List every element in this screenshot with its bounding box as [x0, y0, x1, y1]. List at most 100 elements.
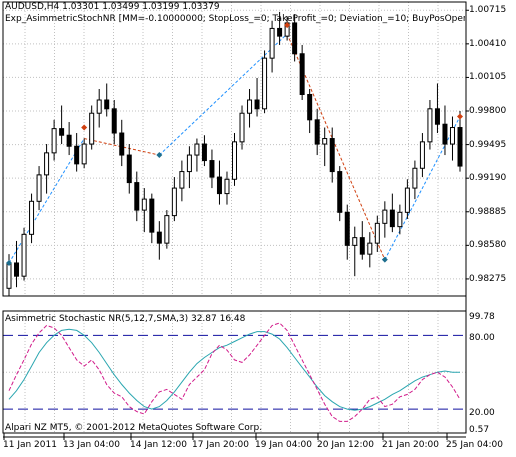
candle	[89, 105, 95, 150]
candle-body-bear	[434, 108, 440, 125]
indicator-line-signal	[8, 322, 461, 422]
price-axis-label: 0.99190	[469, 173, 507, 184]
indicator-frame	[2, 310, 467, 434]
candle-body-bull	[44, 152, 50, 176]
price-axis-label: 1.00105	[469, 72, 507, 83]
price-axis-label: 0.99495	[469, 139, 507, 150]
symbol-title: AUDUSD,H4 1.03301 1.03499 1.03199 1.0337…	[5, 2, 220, 12]
candle	[344, 204, 350, 260]
candle	[194, 138, 200, 172]
indicator-levels	[3, 334, 466, 410]
candle-body-bull	[29, 200, 35, 235]
candle	[247, 88, 253, 128]
candle	[382, 201, 388, 238]
price-axis-label: 0.99800	[469, 106, 507, 116]
time-axis-label: 25 Jan 04:00	[446, 440, 503, 450]
candle-body-bear	[457, 127, 463, 167]
indicator-level-80: 80.00	[469, 333, 495, 343]
sell-deal-marker	[81, 124, 88, 131]
candle	[427, 100, 433, 150]
candle	[337, 166, 343, 222]
candle	[74, 133, 80, 172]
indicator-level-20: 20.00	[469, 408, 495, 418]
indicator-scale-bottom: 0.57	[469, 425, 490, 435]
candle	[14, 240, 20, 288]
candle	[201, 135, 207, 167]
candle-body-bear	[442, 123, 448, 145]
candle-body-bull	[179, 171, 185, 189]
candle	[224, 171, 230, 205]
candle	[389, 193, 395, 233]
candle	[119, 119, 125, 167]
price-axis-label: 1.00715	[469, 5, 507, 16]
candle	[179, 160, 185, 202]
candle	[419, 133, 425, 178]
candle	[216, 160, 222, 205]
candle	[149, 193, 155, 244]
candle-body-bull	[36, 174, 42, 202]
candle-body-bull	[269, 27, 275, 59]
buy-deal-marker	[381, 256, 388, 263]
candle-body-bull	[194, 143, 200, 156]
candle-body-bull	[141, 198, 147, 211]
candle	[232, 133, 237, 186]
price-axis-label: 1.00410	[469, 38, 507, 49]
price-axis-label: 0.98275	[469, 273, 507, 284]
candle	[164, 210, 170, 249]
candle	[134, 171, 140, 222]
candle	[269, 20, 275, 73]
candle-body-bear	[359, 237, 365, 255]
candle-body-bear	[14, 262, 20, 277]
sell-deal-marker	[284, 22, 291, 29]
price-axis-label: 0.98580	[469, 240, 507, 251]
trade-markers	[6, 22, 463, 266]
candle	[171, 177, 177, 222]
candle	[307, 88, 313, 134]
candle	[29, 193, 35, 244]
candle	[141, 188, 147, 233]
candle-body-bull	[382, 209, 388, 224]
candle	[239, 105, 245, 150]
candle	[66, 122, 72, 156]
candle-body-bull	[449, 127, 455, 145]
indicator-title: Asimmetric Stochastic NR(5,12,7,SMA,3) 3…	[5, 314, 246, 324]
time-axis-label: 11 Jan 2011	[3, 440, 57, 450]
candle-body-bull	[51, 128, 57, 154]
time-axis-label: 20 Jan 12:00	[317, 440, 374, 450]
candle	[434, 83, 440, 134]
candle	[36, 166, 42, 211]
candle	[156, 221, 162, 260]
candle-body-bear	[59, 128, 65, 136]
candle	[352, 226, 358, 277]
candle	[104, 83, 110, 117]
candle	[209, 149, 215, 189]
candle	[322, 127, 328, 167]
candle-body-bear	[389, 209, 395, 228]
candle-body-bear	[74, 145, 80, 165]
candle	[21, 227, 27, 281]
candle-body-bull	[419, 141, 425, 169]
chart-frames	[2, 1, 467, 440]
candle-body-bear	[149, 198, 155, 233]
candle-body-bull	[171, 187, 177, 217]
trade-line-buy	[8, 138, 85, 264]
candle	[412, 160, 418, 200]
candle	[111, 100, 117, 145]
candle-body-bear	[134, 182, 140, 211]
candle-body-bear	[126, 154, 132, 184]
indicator-scale-top: 99.78	[469, 312, 495, 322]
candle-body-bull	[186, 154, 192, 173]
candle-body-bull	[89, 112, 95, 145]
candle	[254, 77, 260, 117]
trade-line-sell	[84, 138, 160, 156]
candle-body-bull	[224, 178, 230, 195]
candle	[292, 14, 298, 62]
time-axis-label: 14 Jan 12:00	[130, 440, 187, 450]
candle-body-bear	[216, 176, 222, 195]
candle	[314, 108, 320, 156]
price-frame	[2, 1, 467, 297]
buy-deal-marker	[156, 152, 163, 159]
time-axis-label: 13 Jan 04:00	[63, 440, 120, 450]
